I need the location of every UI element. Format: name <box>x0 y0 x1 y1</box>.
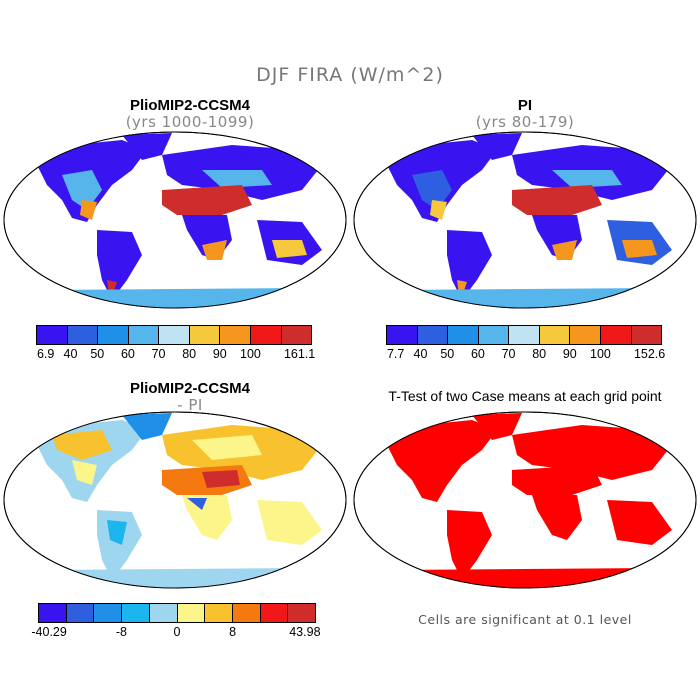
panel-title-ttest: T-Test of two Case means at each grid po… <box>388 388 662 404</box>
map-pliomip <box>2 130 348 310</box>
colorbar-tick-label: -40.29 <box>31 625 67 639</box>
colorbar-tick-label: 43.98 <box>289 625 321 639</box>
colorbar-swatch <box>250 326 282 344</box>
colorbar-swatch <box>98 326 129 344</box>
colorbar-tick-label: 70 <box>501 347 516 361</box>
colorbar-swatch <box>448 326 479 344</box>
colorbar-swatch <box>122 604 150 622</box>
colorbar-swatch <box>509 326 540 344</box>
colorbar-swatch <box>260 604 289 622</box>
panel-subtitle-pliomip: (yrs 1000-1099) <box>125 113 255 131</box>
colorbar-swatch <box>387 326 418 344</box>
colorbar-tick-label: 161.1 <box>283 347 316 361</box>
colorbar-tick-label: 40 <box>413 347 428 361</box>
map-pi <box>352 130 698 310</box>
colorbar-swatch <box>189 326 221 344</box>
colorbar-tick-label: 80 <box>532 347 547 361</box>
colorbar-pliomip <box>36 325 312 345</box>
colorbar-tick-label: 100 <box>590 347 611 361</box>
colorbar-tick-label: 60 <box>470 347 485 361</box>
colorbar-tick-label: 70 <box>151 347 166 361</box>
colorbar-tick-label: 90 <box>562 347 577 361</box>
colorbar-labels-difference: -40.29 -8 0 8 43.98 <box>31 625 320 641</box>
colorbar-swatch <box>288 604 316 622</box>
colorbar-tick-label: 100 <box>240 347 261 361</box>
colorbar-swatch <box>281 326 312 344</box>
colorbar-tick-label: 0 <box>173 625 181 639</box>
colorbar-swatch <box>600 326 632 344</box>
colorbar-swatch <box>149 604 178 622</box>
colorbar-swatch <box>478 326 510 344</box>
colorbar-swatch <box>37 326 68 344</box>
colorbar-tick-label: 40 <box>63 347 78 361</box>
panel-subtitle-pi: (yrs 80-179) <box>475 113 575 131</box>
colorbar-difference <box>38 603 316 623</box>
colorbar-tick-label: -8 <box>115 625 127 639</box>
colorbar-tick-label: 152.6 <box>633 347 666 361</box>
colorbar-tick-label: 90 <box>212 347 227 361</box>
colorbar-swatch <box>631 326 662 344</box>
colorbar-swatch <box>159 326 190 344</box>
colorbar-tick-label: 60 <box>120 347 135 361</box>
colorbar-swatch <box>67 326 99 344</box>
panel-title-pi: PI <box>517 97 533 114</box>
colorbar-swatch <box>570 326 601 344</box>
colorbar-swatch <box>232 604 261 622</box>
colorbar-swatch <box>94 604 123 622</box>
figure-title: DJF FIRA (W/m^2) <box>256 64 444 86</box>
colorbar-tick-label: 6.9 <box>36 347 55 361</box>
colorbar-swatch <box>66 604 95 622</box>
colorbar-tick-label: 8 <box>229 625 237 639</box>
colorbar-tick-label: 50 <box>90 347 105 361</box>
panel-subtitle-difference: - PI <box>177 396 203 414</box>
colorbar-tick-label: 50 <box>440 347 455 361</box>
colorbar-swatch <box>39 604 67 622</box>
panel-title-pliomip: PlioMIP2-CCSM4 <box>129 97 250 114</box>
panel-title-difference: PlioMIP2-CCSM4 <box>129 380 250 397</box>
colorbar-swatch <box>539 326 571 344</box>
colorbar-swatch <box>220 326 251 344</box>
colorbar-tick-label: 7.7 <box>386 347 405 361</box>
map-difference <box>2 410 348 590</box>
map-ttest <box>352 410 698 590</box>
colorbar-swatch <box>128 326 160 344</box>
colorbar-labels-pliomip: 6.9 40 50 60 70 80 90 100 161.1 <box>36 347 316 363</box>
colorbar-swatch <box>205 604 233 622</box>
colorbar-labels-pi: 7.7 40 50 60 70 80 90 100 152.6 <box>386 347 666 363</box>
colorbar-pi <box>386 325 662 345</box>
colorbar-swatch <box>177 604 206 622</box>
colorbar-swatch <box>417 326 449 344</box>
significance-note: Cells are significant at 0.1 level <box>418 612 632 627</box>
colorbar-tick-label: 80 <box>182 347 197 361</box>
